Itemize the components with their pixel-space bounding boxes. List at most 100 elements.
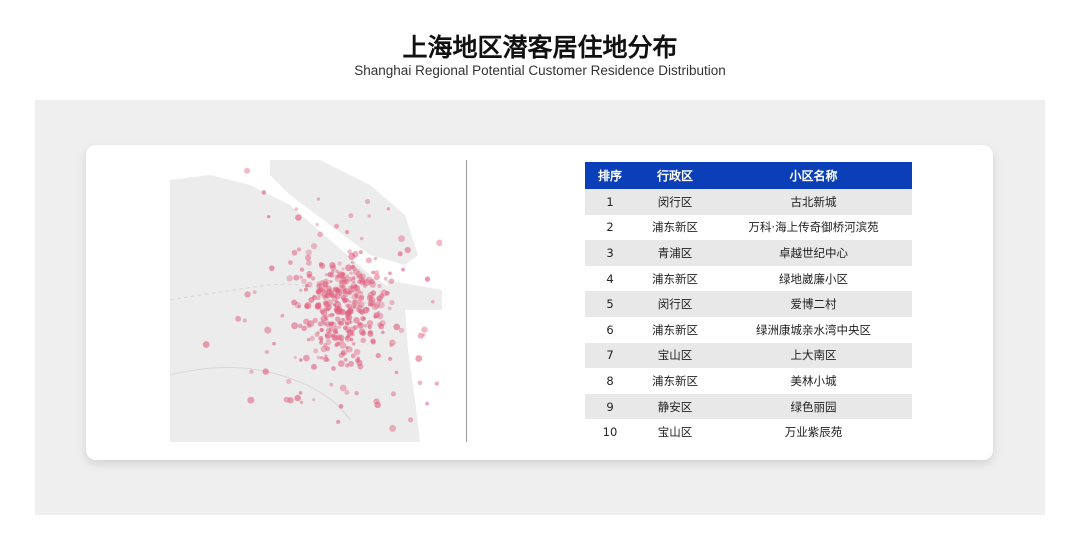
customer-dot xyxy=(337,360,345,367)
customer-dot xyxy=(323,307,328,311)
cell-community: 上大南区 xyxy=(715,342,912,369)
map-canvas xyxy=(170,160,442,442)
customer-dot xyxy=(350,260,355,265)
customer-dot xyxy=(342,289,348,294)
customer-dot xyxy=(331,296,338,302)
customer-dot xyxy=(293,355,297,360)
table-row: 9 静安区 绿色丽园 xyxy=(585,393,912,420)
customer-dot xyxy=(341,317,345,321)
customer-dot xyxy=(331,366,336,371)
customer-dot xyxy=(368,329,373,335)
customer-dot xyxy=(333,329,338,335)
customer-dot xyxy=(373,398,380,405)
customer-dot xyxy=(334,276,341,282)
page-subtitle: Shanghai Regional Potential Customer Res… xyxy=(354,63,726,78)
customer-dot xyxy=(316,355,321,360)
customer-dot xyxy=(348,360,355,367)
cell-community: 绿地崴廉小区 xyxy=(779,271,848,286)
customer-dot xyxy=(341,297,347,303)
customer-dots xyxy=(202,167,442,432)
customer-dot xyxy=(326,358,330,362)
customer-dot xyxy=(317,231,323,238)
customer-dot xyxy=(304,302,312,310)
customer-dot xyxy=(388,271,392,276)
customer-dot xyxy=(351,289,355,294)
customer-dot xyxy=(417,332,424,339)
customer-dot xyxy=(335,269,339,274)
customer-dot xyxy=(328,326,334,332)
customer-dot xyxy=(337,288,342,293)
customer-dot xyxy=(323,301,330,308)
customer-dot xyxy=(370,339,376,345)
customer-dot xyxy=(376,298,382,303)
customer-dot xyxy=(325,327,332,334)
customer-dot xyxy=(305,254,312,261)
customer-dot xyxy=(316,197,321,201)
customer-dot xyxy=(366,294,373,301)
customer-dot xyxy=(344,363,350,368)
customer-dot xyxy=(424,276,431,282)
customer-dot xyxy=(319,262,326,269)
customer-dot xyxy=(294,207,299,211)
cell-district: 青浦区 xyxy=(635,240,715,266)
customer-dot xyxy=(430,299,435,304)
customer-dot xyxy=(369,281,376,288)
customer-dot xyxy=(299,358,303,362)
customer-dot xyxy=(348,252,356,260)
customer-dot xyxy=(322,280,329,287)
customer-dot xyxy=(309,335,315,342)
customer-dot xyxy=(341,267,345,271)
customer-dot xyxy=(325,346,331,352)
customer-dot xyxy=(244,167,251,174)
cell-community: 绿色丽园 xyxy=(715,393,912,420)
customer-dot xyxy=(314,305,320,310)
customer-dot xyxy=(344,310,351,317)
customer-dot xyxy=(398,327,405,334)
table-row: 6 浦东新区 绿洲康城亲水湾中央区 xyxy=(585,317,912,343)
customer-dot xyxy=(363,278,371,286)
customer-dot xyxy=(242,318,247,323)
customer-dot xyxy=(333,325,339,331)
customer-dot xyxy=(417,380,423,386)
customer-dot xyxy=(319,280,325,285)
customer-dot xyxy=(286,275,293,282)
customer-dot xyxy=(351,264,356,269)
customer-dot xyxy=(379,293,385,299)
cell-community: 古北新城 xyxy=(715,189,912,215)
customer-dot xyxy=(378,323,385,330)
customer-dot xyxy=(322,291,329,299)
customer-dot xyxy=(361,331,367,337)
customer-dot xyxy=(288,260,293,265)
customer-dot xyxy=(393,323,401,331)
customer-dot xyxy=(353,293,359,298)
customer-dot xyxy=(316,295,321,301)
customer-dot xyxy=(347,249,352,254)
customer-dot xyxy=(381,330,385,335)
customer-dot xyxy=(313,348,319,354)
hengsha-island xyxy=(385,280,442,305)
customer-dot xyxy=(345,303,350,308)
table-row: 7 宝山区 上大南区 xyxy=(585,342,912,369)
customer-dot xyxy=(342,277,349,283)
customer-dot xyxy=(316,283,321,289)
customer-dot xyxy=(347,285,353,291)
customer-dot xyxy=(301,278,307,285)
cell-district: 静安区 xyxy=(635,393,715,420)
customer-dot xyxy=(326,307,330,312)
customer-dot xyxy=(264,349,269,354)
customer-dot xyxy=(317,302,322,306)
customer-dot xyxy=(422,333,426,337)
cell-rank: 5 xyxy=(585,291,635,317)
customer-dot xyxy=(332,286,339,293)
customer-dot xyxy=(398,235,405,243)
customer-dot xyxy=(352,324,358,330)
customer-dot xyxy=(336,274,340,278)
cell-rank: 6 xyxy=(606,322,614,337)
customer-dot xyxy=(349,287,355,293)
customer-dot xyxy=(329,382,334,387)
customer-dot xyxy=(356,304,363,310)
customer-dot xyxy=(352,250,359,258)
customer-dot xyxy=(371,270,376,275)
customer-dot xyxy=(324,334,331,340)
customer-dot xyxy=(235,315,242,322)
